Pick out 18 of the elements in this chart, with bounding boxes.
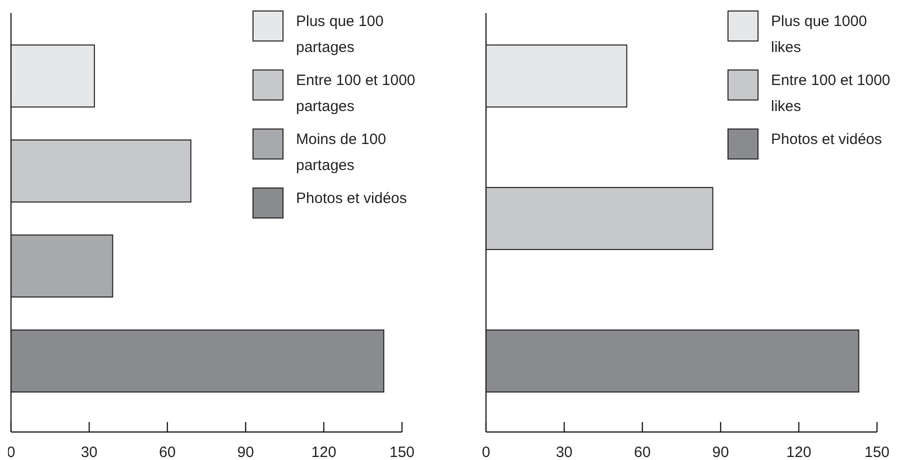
x-tick-label: 150 — [389, 444, 415, 460]
x-tick-label: 30 — [80, 444, 98, 460]
legend-label: Photos et vidéos — [771, 131, 882, 148]
x-tick-label: 90 — [237, 444, 254, 460]
x-tick-label: 90 — [712, 444, 729, 460]
x-tick-label: 120 — [311, 444, 336, 460]
x-tick-label: 60 — [634, 444, 651, 460]
x-tick-label: 60 — [159, 444, 176, 460]
legend-label: Entre 100 et 1000 likes — [771, 72, 890, 115]
x-tick-label: 0 — [482, 444, 490, 460]
legend-label: Moins de 100 partages — [296, 131, 386, 174]
legend-label: Photos et vidéos — [296, 190, 407, 207]
x-tick-label: 150 — [864, 444, 890, 460]
x-tick-label: 120 — [786, 444, 812, 460]
legend-label: Entre 100 et 1000 partages — [296, 72, 416, 115]
x-tick-label: 30 — [556, 444, 573, 460]
legend-label: Plus que 100 partages — [296, 13, 384, 56]
legend-label: Plus que 1000 likes — [771, 13, 867, 56]
